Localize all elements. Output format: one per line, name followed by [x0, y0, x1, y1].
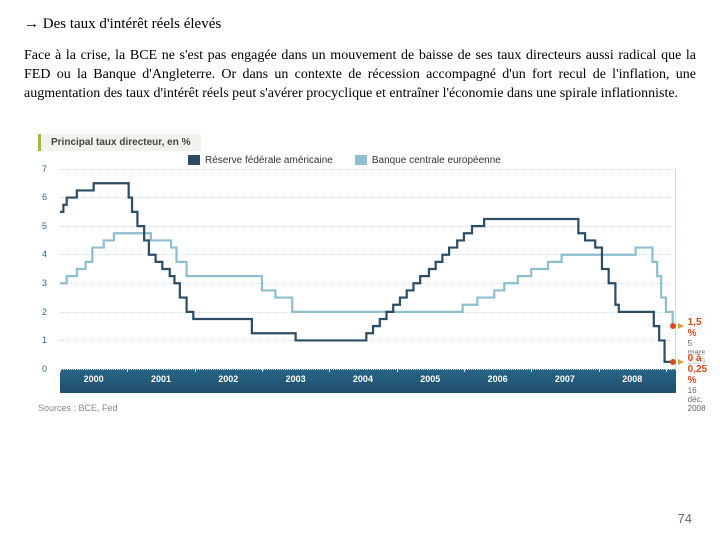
x-axis-label: 2003 — [286, 374, 306, 384]
y-axis-label: 7 — [42, 164, 47, 174]
callout-dot — [670, 359, 676, 365]
page-number: 74 — [678, 511, 692, 526]
y-axis-label: 5 — [42, 221, 47, 231]
gridline — [60, 369, 676, 370]
chart-plot-area: 012345671,5 %5 mars 20090 à 0,25 %16 déc… — [60, 169, 676, 369]
callout-arrow-icon — [678, 359, 684, 365]
callout-date: 16 déc. 2008 — [688, 386, 707, 413]
chart-sources: Sources : BCE, Fed — [38, 403, 696, 413]
y-axis-label: 3 — [42, 278, 47, 288]
callout-label: 0 à 0,25 %16 déc. 2008 — [687, 353, 708, 413]
y-axis-label: 0 — [42, 364, 47, 374]
x-axis-label: 2000 — [84, 374, 104, 384]
callout-value: 0 à 0,25 % — [688, 353, 707, 386]
x-axis-label: 2008 — [622, 374, 642, 384]
y-axis-label: 2 — [42, 307, 47, 317]
y-axis-label: 4 — [42, 249, 47, 259]
x-axis-label: 2007 — [555, 374, 575, 384]
callout-arrow-icon — [678, 323, 684, 329]
body-paragraph: Face à la crise, la BCE ne s'est pas eng… — [24, 47, 696, 104]
y-axis-label: 1 — [42, 335, 47, 345]
chart-series-svg — [60, 169, 676, 369]
y-axis-label: 6 — [42, 192, 47, 202]
heading-arrow: → — [24, 16, 43, 32]
x-axis-label: 2002 — [218, 374, 238, 384]
series-bce — [60, 233, 673, 326]
x-axis-label: 2004 — [353, 374, 373, 384]
x-axis-label: 2006 — [488, 374, 508, 384]
chart-title: Principal taux directeur, en % — [38, 134, 201, 151]
section-heading: Des taux d'intérêt réels élevés — [43, 16, 221, 32]
chart-container: Principal taux directeur, en % Réserve f… — [38, 132, 682, 393]
legend-label-fed: Réserve fédérale américaine — [205, 155, 333, 166]
legend-label-bce: Banque centrale européenne — [372, 155, 501, 166]
callout-value: 1,5 % — [688, 317, 706, 339]
legend-item-bce: Banque centrale européenne — [355, 155, 501, 166]
series-fed — [60, 183, 673, 362]
x-axis-label: 2001 — [151, 374, 171, 384]
chart-legend: Réserve fédérale américaine Banque centr… — [188, 155, 501, 166]
callout-dot — [670, 323, 676, 329]
legend-swatch-fed — [188, 155, 200, 165]
legend-item-fed: Réserve fédérale américaine — [188, 155, 333, 166]
chart-x-axis: 2000200120022003200420052006200720082009 — [60, 369, 676, 393]
legend-swatch-bce — [355, 155, 367, 165]
x-axis-label: 2005 — [420, 374, 440, 384]
